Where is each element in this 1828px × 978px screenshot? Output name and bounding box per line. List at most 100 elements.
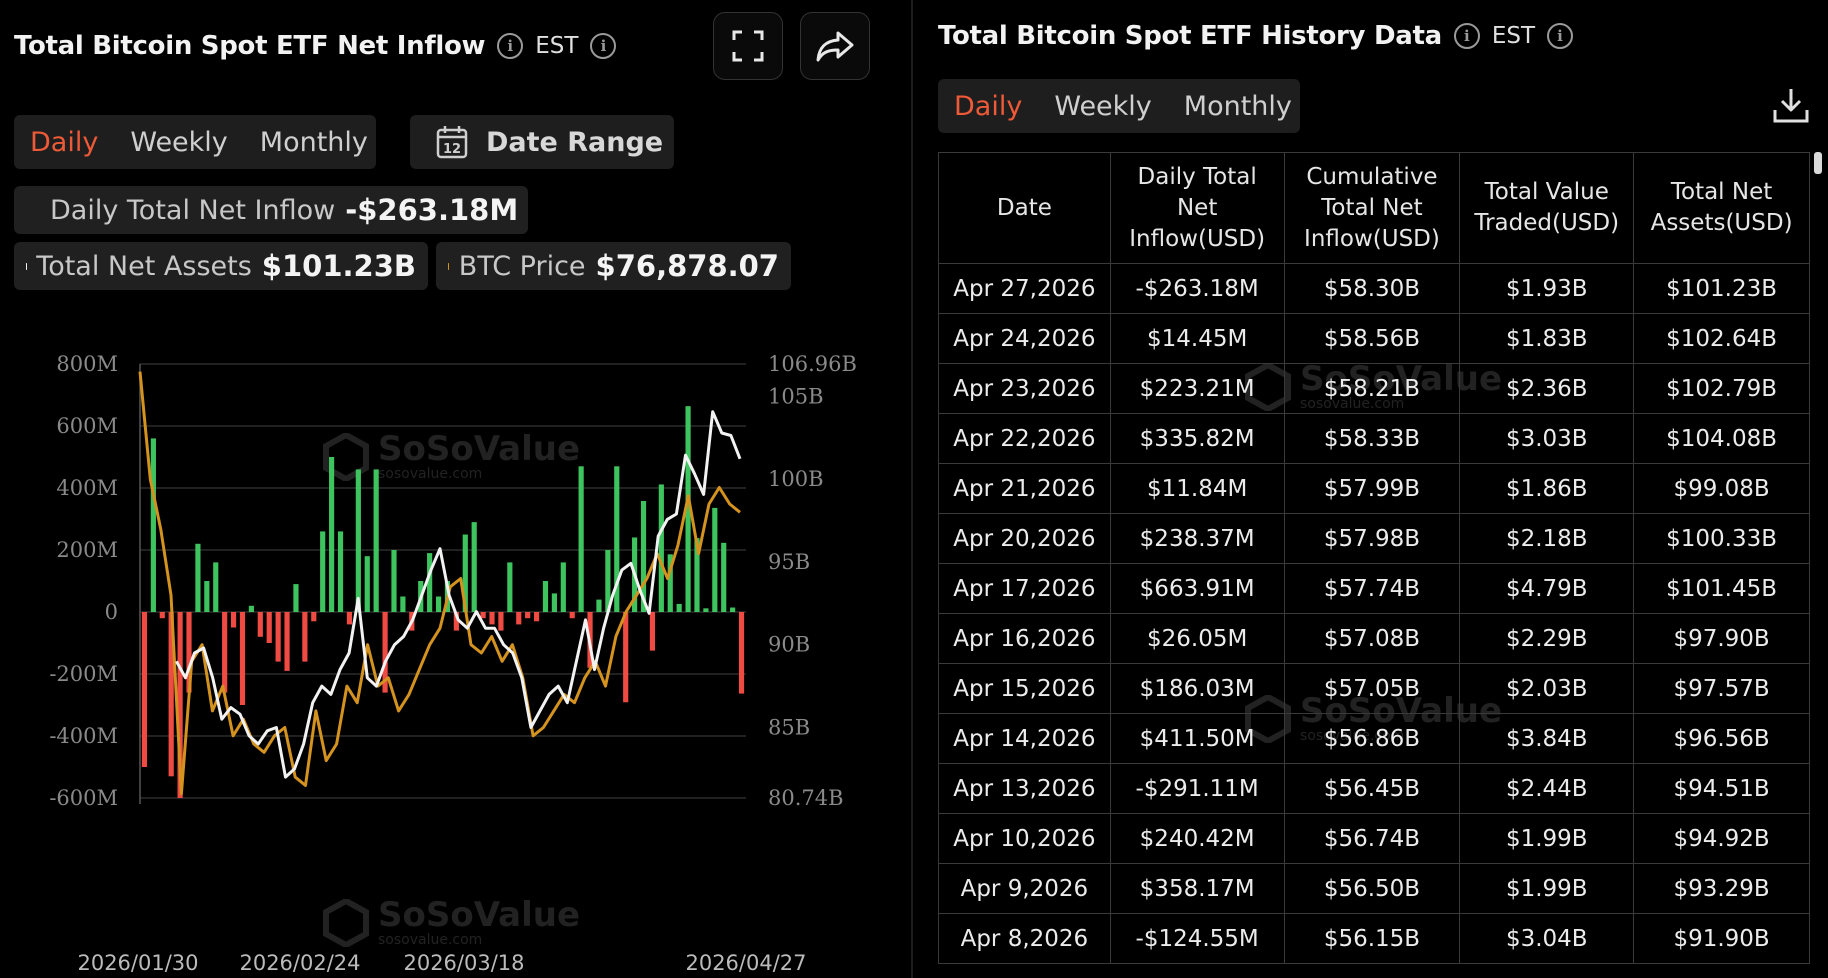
cell-daily-inflow: $223.21M <box>1109 363 1285 414</box>
cell-date: Apr 24,2026 <box>938 313 1111 364</box>
download-icon[interactable] <box>1772 86 1810 124</box>
inflow-bar <box>507 562 513 612</box>
table-row[interactable]: Apr 14,2026 $411.50M $56.86B $3.84B $96.56B <box>938 713 1810 764</box>
x-axis-tick-label: 2026/03/18 <box>403 951 524 975</box>
inflow-bar <box>150 438 156 612</box>
date-range-button[interactable]: 12 Date Range <box>410 115 674 169</box>
history-panel: Total Bitcoin Spot ETF History Data i ES… <box>914 0 1828 978</box>
col-header-daily-inflow[interactable]: Daily Total Net Inflow(USD) <box>1109 152 1285 264</box>
cell-cumulative: $57.98B <box>1283 513 1461 564</box>
table-row[interactable]: Apr 20,2026 $238.37M $57.98B $2.18B $100.33B <box>938 513 1810 564</box>
table-row[interactable]: Apr 24,2026 $14.45M $58.56B $1.83B $102.64B <box>938 313 1810 364</box>
table-row[interactable]: Apr 23,2026 $223.21M $58.21B $2.36B $102.79B <box>938 363 1810 414</box>
inflow-bar <box>230 612 237 628</box>
tab-monthly[interactable]: Monthly <box>259 126 368 158</box>
cell-daily-inflow: $26.05M <box>1109 613 1285 664</box>
tab-monthly[interactable]: Monthly <box>1183 90 1292 122</box>
inflow-bar <box>649 612 656 651</box>
history-table: Date Daily Total Net Inflow(USD) Cumulat… <box>938 152 1810 964</box>
inflow-bar <box>730 607 736 612</box>
inflow-bar <box>346 612 353 625</box>
cell-daily-inflow: -$124.55M <box>1109 913 1285 964</box>
inflow-bar <box>275 612 281 662</box>
btc-swatch-icon <box>448 262 449 270</box>
x-axis-tick-label: 2026/02/24 <box>239 951 360 975</box>
cell-value-traded: $1.99B <box>1459 863 1635 914</box>
inflow-bar <box>222 612 228 693</box>
cell-daily-inflow: $238.37M <box>1109 513 1285 564</box>
cell-net-assets: $101.45B <box>1633 563 1810 614</box>
right-axis-tick-label: 105B <box>768 384 824 408</box>
cell-value-traded: $3.04B <box>1459 913 1635 964</box>
timezone-info-icon[interactable]: i <box>1547 23 1574 49</box>
col-header-date[interactable]: Date <box>938 152 1111 264</box>
inflow-bar <box>462 534 468 612</box>
table-body: Apr 27,2026 -$263.18M $58.30B $1.93B $101.23… <box>938 263 1810 964</box>
col-header-net-assets[interactable]: Total Net Assets(USD) <box>1633 152 1810 264</box>
cell-net-assets: $102.79B <box>1633 363 1810 414</box>
table-row[interactable]: Apr 16,2026 $26.05M $57.08B $2.29B $97.90B <box>938 613 1810 664</box>
legend-net-assets[interactable]: Total Net Assets $101.23B <box>14 242 428 290</box>
table-row[interactable]: Apr 9,2026 $358.17M $56.50B $1.99B $93.29B <box>938 863 1810 914</box>
tab-daily[interactable]: Daily <box>954 90 1023 122</box>
period-tabs: Daily Weekly Monthly <box>14 115 376 169</box>
info-icon[interactable]: i <box>1453 23 1480 49</box>
inflow-value: -$263.18M <box>345 193 519 227</box>
x-axis-tick-label: 2026/01/30 <box>77 951 198 975</box>
tab-weekly[interactable]: Weekly <box>1054 90 1152 122</box>
cell-value-traded: $1.93B <box>1459 263 1635 314</box>
cell-date: Apr 17,2026 <box>938 563 1111 614</box>
calendar-day: 12 <box>443 142 461 157</box>
watermark-url: sosovalue.com <box>378 466 483 482</box>
legend-daily-inflow[interactable]: Daily Total Net Inflow -$263.18M <box>14 186 528 234</box>
inflow-bar <box>738 612 745 694</box>
cell-cumulative: $56.45B <box>1283 763 1461 814</box>
share-button[interactable] <box>800 12 870 80</box>
table-row[interactable]: Apr 15,2026 $186.03M $57.05B $2.03B $97.57B <box>938 663 1810 714</box>
timezone-info-icon[interactable]: i <box>590 33 617 59</box>
inflow-bar <box>596 599 602 612</box>
table-row[interactable]: Apr 17,2026 $663.91M $57.74B $4.79B $101.45B <box>938 563 1810 614</box>
cell-cumulative: $58.56B <box>1283 313 1461 364</box>
table-row[interactable]: Apr 8,2026 -$124.55M $56.15B $3.04B $91.90B <box>938 913 1810 964</box>
cell-daily-inflow: -$263.18M <box>1109 263 1285 314</box>
right-axis-tick-label: 95B <box>768 550 810 574</box>
col-header-cumulative[interactable]: Cumulative Total Net Inflow(USD) <box>1283 152 1461 264</box>
inflow-bar <box>204 581 210 612</box>
tab-weekly[interactable]: Weekly <box>130 126 228 158</box>
inflow-bar <box>676 603 682 612</box>
chart-title-row: Total Bitcoin Spot ETF Net Inflow i EST … <box>14 26 617 66</box>
table-row[interactable]: Apr 10,2026 $240.42M $56.74B $1.99B $94.92B <box>938 813 1810 864</box>
btc-price-line <box>138 371 741 796</box>
cell-net-assets: $97.57B <box>1633 663 1810 714</box>
inflow-bar <box>614 466 620 612</box>
inflow-bar <box>703 608 709 612</box>
watermark-logo-icon <box>323 899 369 947</box>
table-header-row: Date Daily Total Net Inflow(USD) Cumulat… <box>938 152 1810 264</box>
cell-date: Apr 13,2026 <box>938 763 1111 814</box>
net-assets-value: $101.23B <box>261 249 416 283</box>
panel-divider <box>911 0 913 978</box>
inflow-bar <box>516 612 522 625</box>
table-row[interactable]: Apr 13,2026 -$291.11M $56.45B $2.44B $94.51B <box>938 763 1810 814</box>
fullscreen-button[interactable] <box>713 12 783 80</box>
col-header-value-traded[interactable]: Total Value Traded(USD) <box>1459 152 1635 264</box>
table-row[interactable]: Apr 27,2026 -$263.18M $58.30B $1.93B $101.23… <box>938 263 1810 314</box>
cell-net-assets: $99.08B <box>1633 463 1810 514</box>
cell-value-traded: $2.29B <box>1459 613 1635 664</box>
cell-date: Apr 20,2026 <box>938 513 1111 564</box>
cell-cumulative: $57.74B <box>1283 563 1461 614</box>
table-row[interactable]: Apr 22,2026 $335.82M $58.33B $3.03B $104.08B <box>938 413 1810 464</box>
inflow-bar <box>542 581 549 612</box>
scrollbar-thumb[interactable] <box>1814 152 1822 174</box>
table-row[interactable]: Apr 21,2026 $11.84M $57.99B $1.86B $99.08B <box>938 463 1810 514</box>
net-assets-line <box>175 410 742 779</box>
cell-daily-inflow: $335.82M <box>1109 413 1285 464</box>
legend-btc-price[interactable]: BTC Price $76,878.07 <box>436 242 791 290</box>
cell-value-traded: $2.36B <box>1459 363 1635 414</box>
table-scrollbar[interactable] <box>1814 152 1822 978</box>
tab-daily[interactable]: Daily <box>30 126 99 158</box>
net-inflow-panel: Total Bitcoin Spot ETF Net Inflow i EST … <box>0 0 912 978</box>
cell-net-assets: $97.90B <box>1633 613 1810 664</box>
info-icon[interactable]: i <box>497 33 524 59</box>
